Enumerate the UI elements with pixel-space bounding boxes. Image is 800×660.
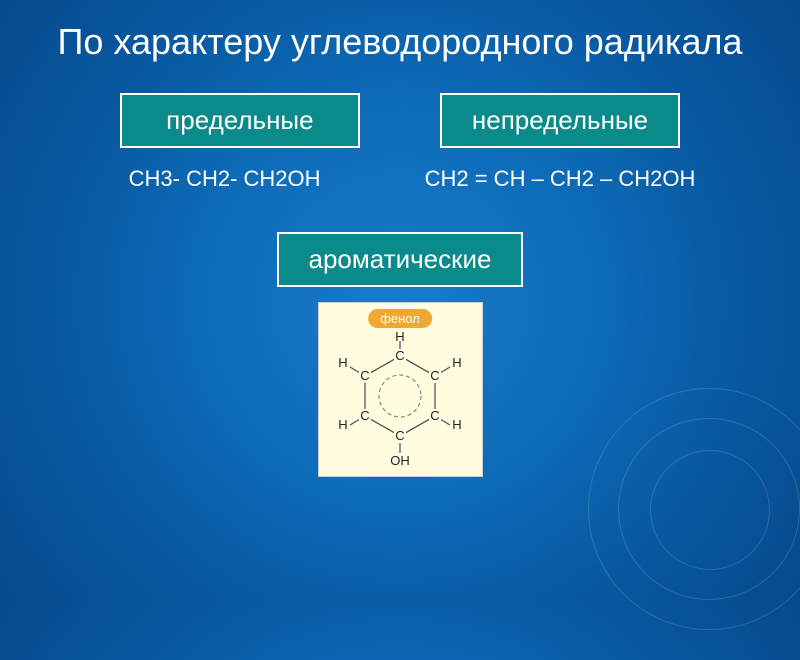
- phenol-structure-icon: C C C C C C H H H H H: [325, 331, 475, 476]
- category-row: предельные непредельные: [0, 93, 800, 148]
- svg-text:C: C: [430, 408, 439, 423]
- svg-text:H: H: [452, 417, 461, 432]
- formula-row: СН3- СН2- СН2ОН СН2 = СН – СН2 – СН2ОН: [0, 166, 800, 192]
- phenol-container: фенол: [0, 302, 800, 477]
- svg-text:H: H: [452, 355, 461, 370]
- slide-title: По характеру углеводородного радикала: [0, 0, 800, 93]
- svg-text:OH: OH: [390, 453, 410, 468]
- svg-text:C: C: [360, 368, 369, 383]
- phenol-card: фенол: [318, 302, 483, 477]
- svg-text:C: C: [360, 408, 369, 423]
- unsaturated-box: непредельные: [440, 93, 680, 148]
- svg-text:C: C: [430, 368, 439, 383]
- svg-text:H: H: [395, 331, 404, 344]
- svg-text:C: C: [395, 428, 404, 443]
- phenol-badge: фенол: [368, 309, 432, 328]
- saturated-box: предельные: [120, 93, 360, 148]
- aromatic-row: ароматические: [0, 232, 800, 287]
- svg-text:C: C: [395, 348, 404, 363]
- aromatic-box: ароматические: [277, 232, 524, 287]
- svg-text:H: H: [338, 417, 347, 432]
- saturated-formula: СН3- СН2- СН2ОН: [105, 166, 345, 192]
- svg-text:H: H: [338, 355, 347, 370]
- unsaturated-formula: СН2 = СН – СН2 – СН2ОН: [425, 166, 696, 192]
